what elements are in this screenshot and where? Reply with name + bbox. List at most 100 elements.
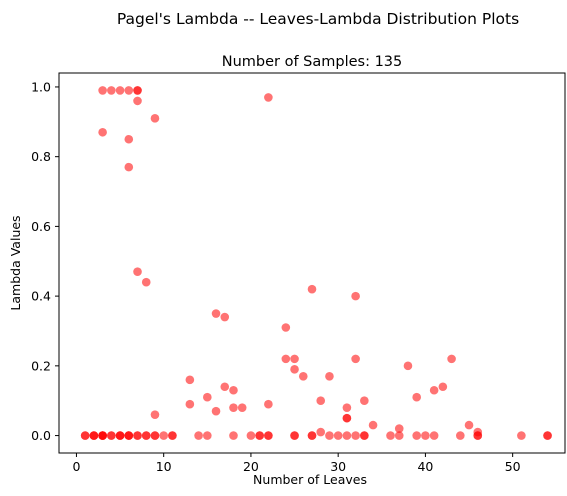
data-point xyxy=(333,431,343,440)
data-point xyxy=(264,93,273,102)
data-point xyxy=(98,127,107,137)
data-point xyxy=(351,431,360,440)
data-point xyxy=(316,396,326,406)
data-point xyxy=(107,86,116,95)
data-point xyxy=(229,385,238,395)
data-point xyxy=(264,399,273,409)
data-point xyxy=(447,354,456,364)
data-point xyxy=(368,420,378,430)
y-tick-label: 0.0 xyxy=(31,428,51,443)
data-point xyxy=(464,420,474,430)
data-point xyxy=(325,372,334,381)
data-point xyxy=(203,392,212,402)
data-point xyxy=(124,86,134,95)
data-point xyxy=(307,431,317,440)
data-point xyxy=(473,431,483,440)
data-point xyxy=(211,406,221,416)
data-point xyxy=(290,365,299,374)
data-point xyxy=(220,382,230,392)
data-point xyxy=(543,431,552,440)
data-point xyxy=(246,431,256,440)
data-point xyxy=(229,431,238,440)
data-point xyxy=(133,96,142,106)
data-point xyxy=(429,431,439,440)
chart-suptitle: Pagel's Lambda -- Leaves-Lambda Distribu… xyxy=(117,10,519,28)
data-point xyxy=(185,375,195,385)
data-point xyxy=(421,431,430,440)
data-point xyxy=(220,312,230,322)
data-point xyxy=(517,431,526,440)
data-point xyxy=(124,134,134,144)
data-point xyxy=(386,431,395,440)
data-point xyxy=(150,114,160,123)
data-point xyxy=(89,431,99,440)
data-point xyxy=(255,431,264,440)
data-point xyxy=(203,431,212,440)
data-point xyxy=(229,403,238,412)
data-point xyxy=(98,431,107,440)
data-point xyxy=(80,431,90,440)
data-point xyxy=(237,403,247,412)
y-axis-ticks: 0.0 0.2 0.4 0.6 0.8 1.0 xyxy=(31,79,59,443)
x-tick-label: 50 xyxy=(505,459,521,474)
x-tick-label: 40 xyxy=(417,459,433,474)
data-point xyxy=(290,354,299,364)
y-tick-label: 0.6 xyxy=(31,219,51,234)
data-point xyxy=(351,291,360,301)
data-point xyxy=(194,431,203,440)
data-point xyxy=(159,431,168,440)
data-point xyxy=(412,431,421,440)
data-point xyxy=(394,424,404,433)
x-tick-label: 0 xyxy=(72,459,80,474)
data-point xyxy=(185,399,195,409)
data-point xyxy=(133,267,142,277)
data-point xyxy=(325,431,334,440)
data-point xyxy=(360,431,369,440)
data-point xyxy=(351,354,360,364)
data-point xyxy=(307,284,317,294)
y-tick-label: 0.4 xyxy=(31,289,51,304)
y-tick-label: 0.2 xyxy=(31,358,51,373)
data-point xyxy=(141,277,151,287)
data-point xyxy=(281,354,291,364)
data-point xyxy=(115,86,125,95)
data-point xyxy=(342,403,352,412)
data-point xyxy=(133,431,142,440)
data-point xyxy=(298,372,308,381)
data-point xyxy=(115,431,125,440)
data-point xyxy=(124,431,134,440)
data-point xyxy=(456,431,465,440)
y-axis-label: Lambda Values xyxy=(8,215,23,310)
data-point xyxy=(290,431,299,440)
data-point xyxy=(281,323,291,332)
data-point xyxy=(168,431,177,440)
data-point xyxy=(403,361,413,371)
data-point xyxy=(438,382,448,392)
data-point xyxy=(316,427,326,437)
data-point xyxy=(141,431,151,440)
data-point xyxy=(342,413,352,423)
chart-title: Number of Samples: 135 xyxy=(222,54,403,70)
y-tick-label: 0.8 xyxy=(31,149,51,164)
x-axis-label: Number of Leaves xyxy=(253,472,367,487)
x-tick-label: 20 xyxy=(243,459,259,474)
data-point xyxy=(394,431,404,440)
data-point xyxy=(342,431,352,440)
x-tick-label: 30 xyxy=(330,459,346,474)
data-point xyxy=(211,309,221,318)
x-axis-ticks: 0 10 20 30 40 50 xyxy=(72,453,521,474)
data-points xyxy=(80,86,552,440)
data-point xyxy=(150,410,160,419)
plot-frame xyxy=(58,72,566,454)
data-point xyxy=(107,431,116,440)
data-point xyxy=(98,86,107,95)
data-point xyxy=(429,385,439,395)
data-point xyxy=(124,162,134,172)
y-tick-label: 1.0 xyxy=(31,79,51,94)
data-point xyxy=(412,392,421,402)
data-point xyxy=(360,396,369,406)
data-point xyxy=(264,431,273,440)
x-tick-label: 10 xyxy=(156,459,172,474)
data-point xyxy=(150,431,160,440)
